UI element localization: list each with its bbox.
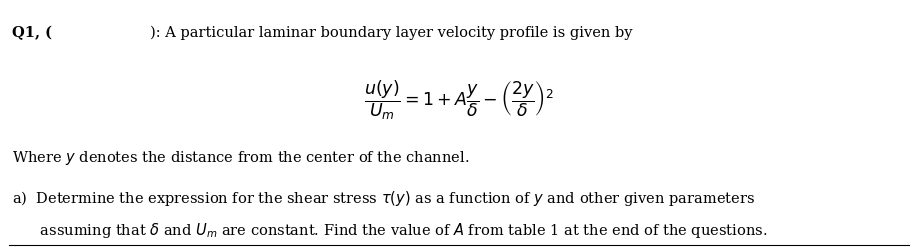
- Text: assuming that $\delta$ and $U_m$ are constant. Find the value of $A$ from table : assuming that $\delta$ and $U_m$ are con…: [12, 221, 767, 240]
- Text: $\dfrac{u(y)}{U_m} = 1 + A\dfrac{y}{\delta} - \left(\dfrac{2y}{\delta}\right)^{2: $\dfrac{u(y)}{U_m} = 1 + A\dfrac{y}{\del…: [364, 79, 554, 123]
- Text: Where $y$ denotes the distance from the center of the channel.: Where $y$ denotes the distance from the …: [12, 149, 469, 167]
- Text: a)  Determine the expression for the shear stress $\tau(y)$ as a function of $y$: a) Determine the expression for the shea…: [12, 189, 756, 208]
- Text: ): A particular laminar boundary layer velocity profile is given by: ): A particular laminar boundary layer v…: [150, 26, 633, 40]
- Text: Q1, (: Q1, (: [12, 26, 52, 40]
